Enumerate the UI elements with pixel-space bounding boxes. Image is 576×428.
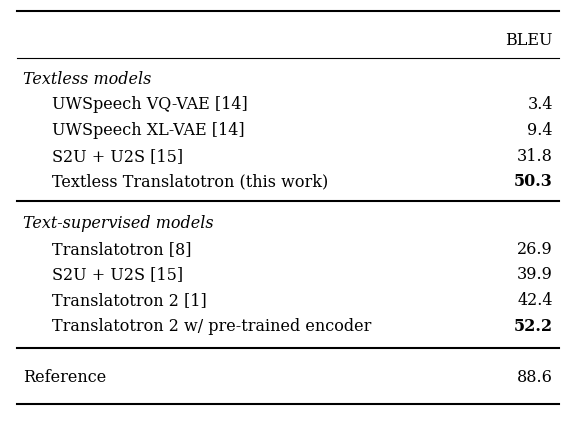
Text: 52.2: 52.2 (514, 318, 553, 335)
Text: 88.6: 88.6 (517, 369, 553, 386)
Text: 39.9: 39.9 (517, 266, 553, 283)
Text: UWSpeech VQ-VAE [14]: UWSpeech VQ-VAE [14] (52, 96, 248, 113)
Text: Translatotron 2 [1]: Translatotron 2 [1] (52, 292, 207, 309)
Text: BLEU: BLEU (506, 32, 553, 49)
Text: Reference: Reference (23, 369, 107, 386)
Text: 42.4: 42.4 (517, 292, 553, 309)
Text: 3.4: 3.4 (528, 96, 553, 113)
Text: 31.8: 31.8 (517, 148, 553, 165)
Text: Textless Translatotron (this work): Textless Translatotron (this work) (52, 173, 328, 190)
Text: Textless models: Textless models (23, 71, 151, 88)
Text: Translatotron [8]: Translatotron [8] (52, 241, 191, 258)
Text: S2U + U2S [15]: S2U + U2S [15] (52, 148, 183, 165)
Text: 9.4: 9.4 (528, 122, 553, 139)
Text: UWSpeech XL-VAE [14]: UWSpeech XL-VAE [14] (52, 122, 244, 139)
Text: S2U + U2S [15]: S2U + U2S [15] (52, 266, 183, 283)
Text: 26.9: 26.9 (517, 241, 553, 258)
Text: Text-supervised models: Text-supervised models (23, 215, 214, 232)
Text: Translatotron 2 w/ pre-trained encoder: Translatotron 2 w/ pre-trained encoder (52, 318, 371, 335)
Text: 50.3: 50.3 (514, 173, 553, 190)
